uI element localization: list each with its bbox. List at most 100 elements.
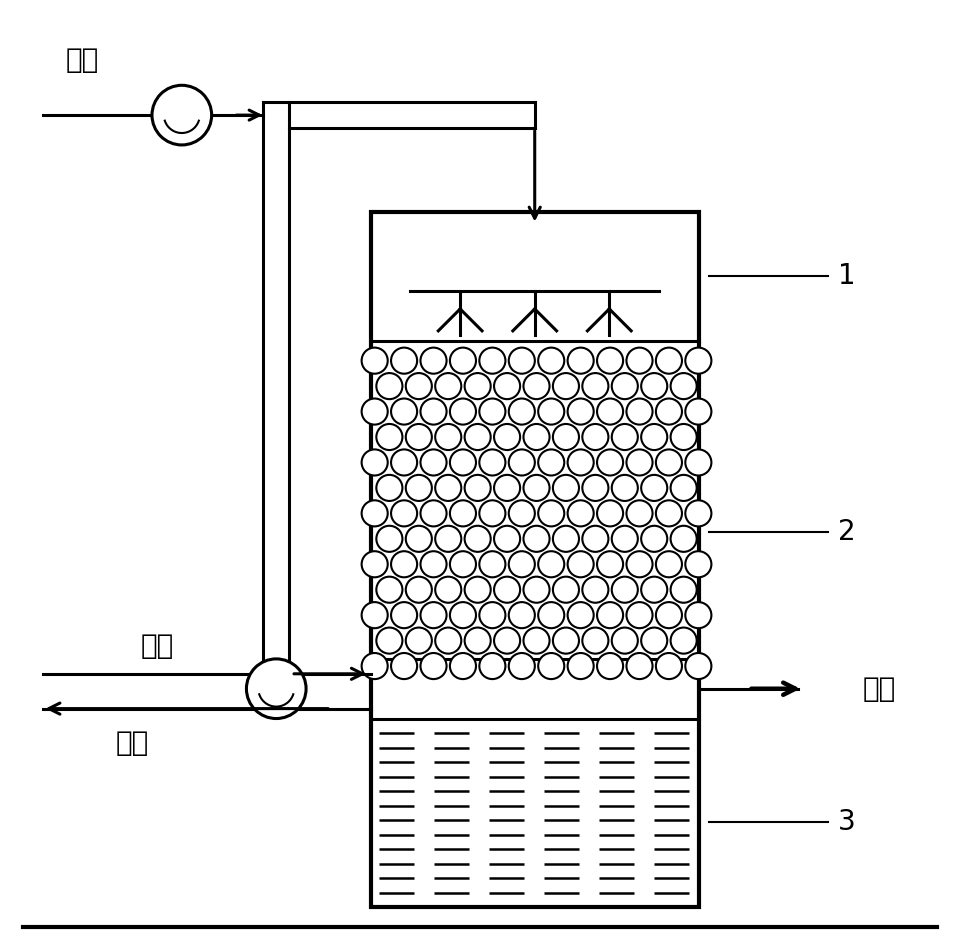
Circle shape [465,526,491,552]
Circle shape [362,500,387,527]
Circle shape [479,602,506,628]
Circle shape [494,526,520,552]
Circle shape [421,602,447,628]
Circle shape [641,628,668,653]
Circle shape [685,602,712,628]
Circle shape [538,449,564,476]
Circle shape [685,500,712,527]
Circle shape [568,551,593,578]
Circle shape [627,398,653,425]
Circle shape [435,577,462,603]
Circle shape [406,475,431,501]
Bar [371,211,699,907]
Circle shape [391,347,417,374]
Circle shape [391,500,417,527]
Circle shape [552,628,579,653]
Circle shape [465,475,491,501]
Circle shape [479,500,506,527]
Text: 进水: 进水 [141,632,174,660]
Circle shape [552,424,579,450]
Circle shape [641,526,668,552]
Circle shape [421,398,447,425]
Circle shape [523,526,549,552]
Circle shape [538,398,564,425]
Circle shape [671,628,697,653]
Circle shape [406,628,431,653]
Circle shape [671,424,697,450]
Circle shape [583,424,608,450]
Circle shape [641,373,668,399]
Circle shape [421,653,447,679]
Circle shape [641,475,668,501]
Circle shape [479,347,506,374]
Text: 1: 1 [838,262,856,290]
Circle shape [656,500,682,527]
Circle shape [465,577,491,603]
Circle shape [627,347,653,374]
Circle shape [583,526,608,552]
Circle shape [552,475,579,501]
Circle shape [465,424,491,450]
Circle shape [152,85,212,145]
Circle shape [627,551,653,578]
Circle shape [450,551,476,578]
Circle shape [479,551,506,578]
Circle shape [465,373,491,399]
Circle shape [523,475,549,501]
Circle shape [597,347,623,374]
Circle shape [450,398,476,425]
Circle shape [450,347,476,374]
Circle shape [391,551,417,578]
Circle shape [568,602,593,628]
Circle shape [421,551,447,578]
Text: 2: 2 [838,517,856,546]
Circle shape [612,577,638,603]
Circle shape [377,373,402,399]
Circle shape [552,526,579,552]
Circle shape [568,398,593,425]
Circle shape [435,424,462,450]
Circle shape [641,577,668,603]
Circle shape [538,347,564,374]
Circle shape [568,500,593,527]
Text: 3: 3 [838,808,856,836]
Circle shape [435,475,462,501]
Circle shape [421,449,447,476]
Circle shape [656,551,682,578]
Circle shape [508,653,535,679]
Circle shape [597,653,623,679]
Circle shape [450,653,476,679]
Circle shape [479,398,506,425]
Circle shape [508,551,535,578]
Circle shape [362,398,387,425]
Circle shape [406,577,431,603]
Circle shape [391,398,417,425]
Circle shape [523,577,549,603]
Circle shape [538,602,564,628]
Circle shape [435,526,462,552]
Circle shape [508,602,535,628]
Circle shape [685,398,712,425]
Circle shape [362,449,387,476]
Circle shape [656,398,682,425]
Circle shape [406,424,431,450]
Circle shape [583,475,608,501]
Circle shape [671,475,697,501]
Circle shape [523,373,549,399]
Circle shape [508,398,535,425]
Circle shape [508,449,535,476]
Circle shape [597,602,623,628]
Circle shape [568,653,593,679]
Circle shape [508,500,535,527]
Text: 进气: 进气 [65,46,99,75]
Circle shape [627,653,653,679]
Circle shape [612,475,638,501]
Circle shape [362,347,387,374]
Circle shape [435,628,462,653]
Circle shape [568,449,593,476]
Circle shape [685,347,712,374]
Circle shape [552,373,579,399]
Circle shape [568,347,593,374]
Circle shape [627,449,653,476]
Circle shape [671,577,697,603]
